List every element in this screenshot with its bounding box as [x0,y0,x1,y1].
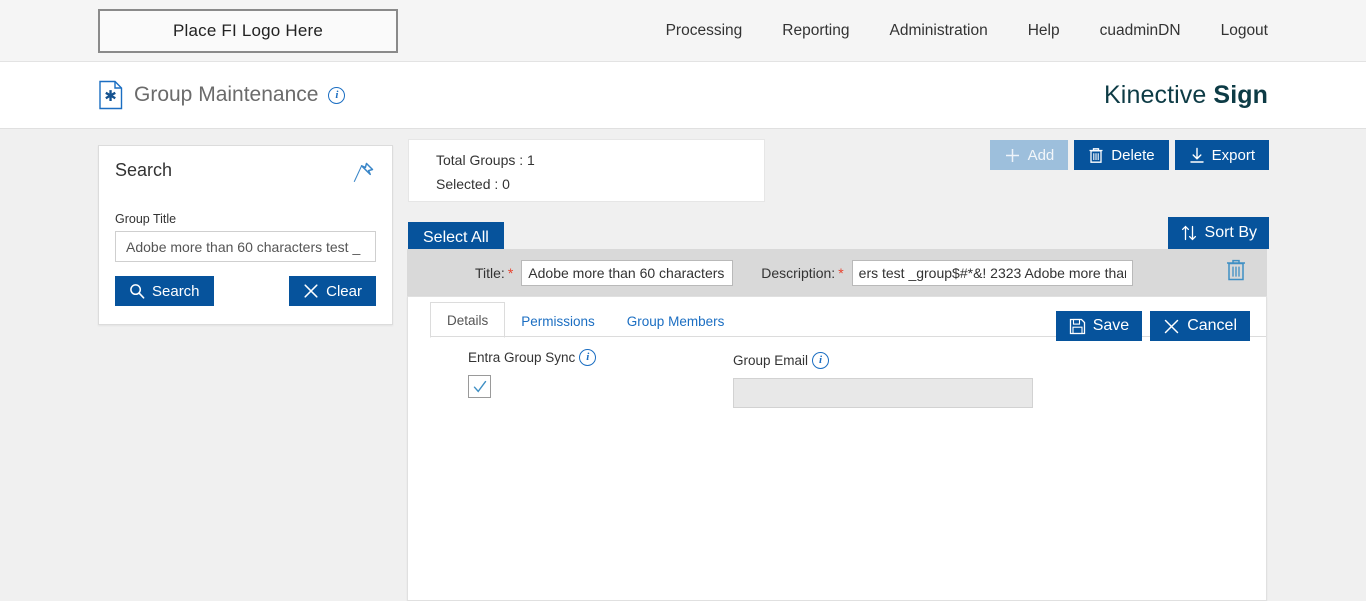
delete-button[interactable]: Delete [1074,140,1169,170]
search-panel-buttons: Search Clear [115,276,376,306]
delete-button-label: Delete [1111,146,1155,164]
group-email-input[interactable] [733,378,1033,408]
select-all-button[interactable]: Select All [408,222,504,253]
record-action-toolbar: Add Delete Export [989,140,1269,170]
search-panel-header: Search [115,160,376,186]
trash-icon [1088,147,1104,164]
brand-logo: Kinective Sign [1104,81,1268,110]
title-required-marker: * [507,264,514,281]
details-tab-content: Entra Group Sync i Group Email i [408,337,1266,408]
total-groups-text: Total Groups : 1 [436,152,535,168]
nav-user-account[interactable]: cuadminDN [1099,21,1181,39]
svg-text:✱: ✱ [104,87,117,105]
tab-bar-underline [430,336,1266,337]
nav-logout[interactable]: Logout [1220,21,1268,39]
tab-permissions[interactable]: Permissions [521,314,595,329]
group-title-label: Group Title [115,212,177,226]
row-delete-icon[interactable] [1225,258,1247,287]
export-button-label: Export [1211,146,1255,164]
sort-arrows-icon [1180,224,1198,242]
pin-icon[interactable] [350,160,376,186]
page-title: Group Maintenance [134,83,319,106]
plus-icon [1004,147,1021,164]
search-group-title-input[interactable] [115,231,376,262]
nav-help[interactable]: Help [1027,21,1060,39]
entra-group-sync-label: Entra Group Sync [468,350,576,365]
fi-logo-text: Place FI Logo Here [172,20,324,40]
group-title-input[interactable] [521,259,734,286]
group-details-panel: Details Permissions Group Members Save [407,296,1267,601]
sort-by-button[interactable]: Sort By [1167,217,1269,249]
nav-reporting[interactable]: Reporting [782,21,850,39]
save-button-label: Save [1092,317,1130,334]
tab-group-members[interactable]: Group Members [626,314,725,329]
select-all-container: Select All [408,222,504,253]
entra-group-sync-label-row: Entra Group Sync i [468,349,597,366]
download-icon [1189,147,1205,164]
search-button-label: Search [152,282,200,300]
description-field-label: Description: [761,264,836,281]
close-icon [303,283,319,299]
tab-bar: Details Permissions Group Members [408,297,1266,338]
group-email-label-row: Group Email i [733,352,1033,369]
search-icon [129,283,145,299]
cancel-button[interactable]: Cancel [1150,311,1250,341]
entra-group-sync-checkbox[interactable] [468,375,491,398]
fi-logo-placeholder: Place FI Logo Here [98,8,398,53]
save-disk-icon [1069,318,1086,335]
add-button[interactable]: Add [989,140,1069,170]
checkmark-icon [473,380,486,393]
sort-by-container: Sort By [1167,217,1269,249]
title-field-label: Title: [475,264,505,281]
brand-name-bold: Sign [1213,80,1268,109]
search-button[interactable]: Search [115,276,214,306]
summary-panel: Total Groups : 1 Selected : 0 [408,139,765,202]
export-button[interactable]: Export [1174,140,1269,170]
group-email-info-icon[interactable]: i [812,352,830,369]
cancel-x-icon [1163,318,1180,335]
add-button-label: Add [1027,146,1055,164]
entra-info-icon[interactable]: i [579,349,597,366]
page-title-group: ✱ Group Maintenance i [98,80,346,110]
cancel-button-label: Cancel [1187,317,1237,334]
group-record-row: Title: * Description: * [407,249,1267,296]
search-panel: Search Group Title S [98,145,393,325]
group-description-input[interactable] [851,259,1133,286]
page-title-bar: ✱ Group Maintenance i Kinective Sign [0,62,1366,129]
selected-count-text: Selected : 0 [436,176,510,192]
search-heading: Search [115,160,173,180]
clear-button[interactable]: Clear [289,276,376,306]
nav-processing[interactable]: Processing [665,21,743,39]
brand-name-regular: Kinective [1104,80,1214,109]
group-email-field: Group Email i [733,352,1033,408]
document-asterisk-icon: ✱ [98,80,124,110]
page-info-icon[interactable]: i [328,86,346,104]
clear-button-label: Clear [326,282,362,300]
save-button[interactable]: Save [1055,311,1143,341]
main-nav: Processing Reporting Administration Help… [666,22,1268,40]
nav-administration[interactable]: Administration [889,21,988,39]
panel-action-buttons: Save Cancel [1055,311,1250,341]
entra-group-sync-field: Entra Group Sync i [468,349,597,398]
group-email-label: Group Email [733,353,809,368]
sort-by-label: Sort By [1204,224,1257,241]
description-required-marker: * [838,264,844,281]
top-navigation-bar: Place FI Logo Here Processing Reporting … [0,0,1366,62]
tab-details[interactable]: Details [430,302,506,338]
